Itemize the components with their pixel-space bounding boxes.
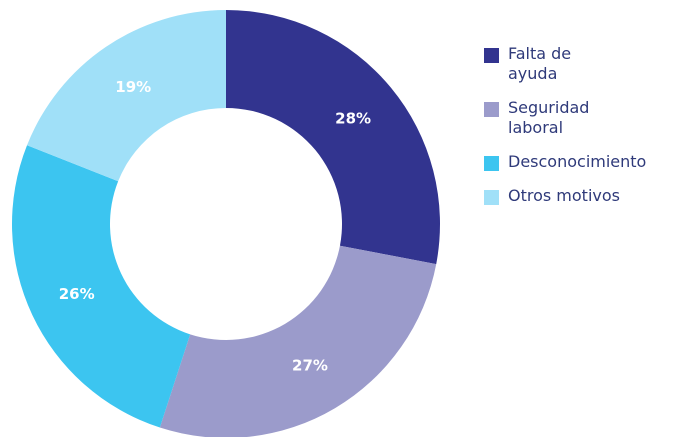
donut: 28% 27% 26% 19% bbox=[11, 10, 440, 437]
legend-label: Otros motivos bbox=[508, 186, 620, 205]
slice bbox=[159, 245, 437, 437]
slice bbox=[11, 145, 191, 428]
legend-item: Otros motivos bbox=[484, 186, 658, 206]
legend: Falta de ayuda Seguridad laboral Desconoci… bbox=[484, 44, 658, 206]
legend-label: Seguridad laboral bbox=[508, 98, 590, 137]
legend-label: Desconocimiento bbox=[508, 152, 647, 171]
legend-swatch bbox=[484, 48, 499, 63]
legend-swatch bbox=[484, 102, 499, 117]
legend-label: Falta de ayuda bbox=[508, 44, 572, 83]
value-label: 19% bbox=[115, 78, 151, 96]
legend-swatch bbox=[484, 156, 499, 171]
legend-item: Falta de ayuda bbox=[484, 44, 658, 84]
value-label: 27% bbox=[292, 357, 328, 375]
legend-item: Seguridad laboral bbox=[484, 98, 658, 138]
slice bbox=[226, 10, 440, 265]
legend-item: Desconocimiento bbox=[484, 152, 658, 172]
value-label: 28% bbox=[335, 109, 371, 127]
slice bbox=[27, 10, 226, 182]
legend-swatch bbox=[484, 190, 499, 205]
value-label: 26% bbox=[59, 285, 95, 303]
